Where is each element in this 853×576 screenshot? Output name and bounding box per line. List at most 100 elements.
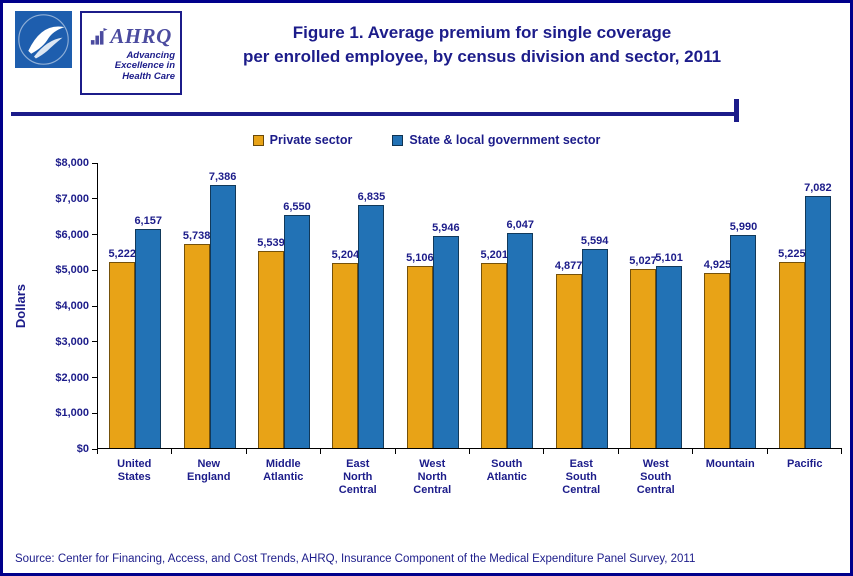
bar-group: 5,201 6,047 xyxy=(470,163,544,448)
hhs-logo xyxy=(15,11,72,68)
bar-value-label: 5,027 xyxy=(629,254,657,267)
chart-legend: Private sector State & local government … xyxy=(3,133,850,147)
bar-group: 5,204 6,835 xyxy=(321,163,395,448)
bar-group: 5,225 7,082 xyxy=(768,163,842,448)
bar-group: 4,877 5,594 xyxy=(544,163,618,448)
bar-wrap: 5,738 xyxy=(183,163,210,448)
bar-value-label: 4,925 xyxy=(703,258,732,271)
x-axis-ticks xyxy=(97,449,843,454)
bar-government-sector xyxy=(804,195,831,448)
x-tick-mark xyxy=(693,449,768,454)
y-tick-label: $3,000 xyxy=(55,335,89,348)
x-axis-label: United States xyxy=(117,458,152,484)
bar-value-label: 5,990 xyxy=(729,220,758,233)
legend-item-government: State & local government sector xyxy=(392,133,600,147)
bar-government-sector xyxy=(432,236,459,448)
legend-label-private: Private sector xyxy=(269,133,353,147)
y-axis: $0 $1,000 $2,000 $3,000 $4,000 $5,000 $6,000 $7… xyxy=(33,157,97,455)
bar-chart: Dollars $0 $1,000 $2,000 $3,000 $4,000 $5,000… xyxy=(3,157,850,498)
bar-value-label: 5,738 xyxy=(182,229,211,242)
ahrq-wordmark: AHRQ xyxy=(110,23,172,48)
header-separator xyxy=(3,99,850,123)
y-tick-mark xyxy=(92,448,97,450)
bar-group: 5,539 6,550 xyxy=(247,163,321,448)
x-tick-mark xyxy=(544,449,619,454)
y-tick-label: $7,000 xyxy=(55,192,89,205)
legend-item-private: Private sector xyxy=(252,133,353,147)
bar-private-sector xyxy=(555,274,582,448)
bar-value-label: 5,222 xyxy=(108,247,136,260)
hhs-eagle-icon xyxy=(15,11,72,68)
bar-private-sector xyxy=(183,243,210,448)
bar-value-label: 6,047 xyxy=(506,218,534,231)
bar-government-sector xyxy=(656,266,683,448)
legend-label-government: State & local government sector xyxy=(409,133,601,147)
header-rule-endcap xyxy=(734,99,739,122)
bar-group: 4,925 5,990 xyxy=(693,163,767,448)
x-tick-mark xyxy=(396,449,471,454)
y-tick-mark xyxy=(92,162,97,164)
plot-column: 5,222 6,157 5,738 7,386 5,539 6,550 5,204 6,835… xyxy=(97,163,843,498)
x-axis-label: New England xyxy=(187,458,231,484)
x-tick-mark xyxy=(619,449,694,454)
bar-value-label: 6,157 xyxy=(134,214,162,227)
bar-value-label: 5,539 xyxy=(257,236,285,249)
y-tick-label: $5,000 xyxy=(55,264,89,277)
x-tick-mark xyxy=(172,449,247,454)
bar-value-label: 7,082 xyxy=(804,181,832,194)
bar-wrap: 5,946 xyxy=(432,163,460,448)
x-axis-label: South Atlantic xyxy=(486,458,527,484)
y-tick-label: $1,000 xyxy=(55,407,89,420)
y-tick-label: $6,000 xyxy=(55,228,89,241)
plot-area: 5,222 6,157 5,738 7,386 5,539 6,550 5,204 6,835… xyxy=(97,163,842,449)
bar-value-label: 5,201 xyxy=(480,248,508,261)
y-tick-label: $4,000 xyxy=(55,300,89,312)
bar-government-sector xyxy=(358,204,385,448)
y-tick-mark xyxy=(92,305,97,307)
bar-group: 5,027 5,101 xyxy=(619,163,693,448)
ahrq-stairs-icon xyxy=(91,27,108,45)
y-tick-mark xyxy=(92,269,97,271)
bar-value-label: 5,225 xyxy=(778,247,806,260)
bar-value-label: 6,550 xyxy=(283,200,311,213)
bar-wrap: 5,539 xyxy=(257,163,285,448)
header-rule xyxy=(11,112,735,116)
bar-private-sector xyxy=(481,262,508,448)
bar-government-sector xyxy=(209,184,236,448)
bar-private-sector xyxy=(258,250,285,448)
x-axis-label: East North Central xyxy=(338,458,377,497)
bar-wrap: 6,550 xyxy=(283,163,311,448)
ahrq-logo-row: AHRQ xyxy=(90,24,172,49)
bar-private-sector xyxy=(778,261,805,448)
y-axis-title: Dollars xyxy=(12,283,28,329)
bar-value-label: 6,835 xyxy=(357,190,386,203)
x-tick-mark xyxy=(321,449,396,454)
bar-value-label: 5,106 xyxy=(406,252,434,265)
bar-value-label: 5,101 xyxy=(655,252,683,265)
bar-wrap: 6,157 xyxy=(134,163,162,448)
bar-group: 5,222 6,157 xyxy=(98,163,172,448)
bar-private-sector xyxy=(406,266,433,448)
bar-wrap: 4,925 xyxy=(704,163,731,448)
x-axis-labels: United States New England Middle Atlantic E… xyxy=(97,458,842,498)
y-tick-mark xyxy=(92,412,97,414)
bar-wrap: 5,201 xyxy=(480,163,508,448)
bar-wrap: 5,027 xyxy=(629,163,657,448)
bar-value-label: 5,204 xyxy=(331,248,360,261)
bar-wrap: 5,106 xyxy=(406,163,434,448)
page-title-line2: per enrolled employee, by census divisio… xyxy=(242,46,722,66)
legend-swatch-government xyxy=(392,134,404,146)
bar-private-sector xyxy=(109,261,136,448)
x-axis-label: West South Central xyxy=(636,458,675,497)
bar-wrap: 5,225 xyxy=(778,163,806,448)
x-axis-label: Pacific xyxy=(787,458,823,470)
legend-swatch-private xyxy=(252,134,264,146)
x-axis-label: Middle Atlantic xyxy=(263,458,304,484)
y-tick-label: $0 xyxy=(76,443,89,455)
page-title-line1: Figure 1. Average premium for single cov… xyxy=(292,23,672,42)
y-tick-mark xyxy=(92,198,97,200)
bar-government-sector xyxy=(507,232,534,448)
x-tick-mark xyxy=(98,449,173,454)
bar-private-sector xyxy=(630,268,657,448)
